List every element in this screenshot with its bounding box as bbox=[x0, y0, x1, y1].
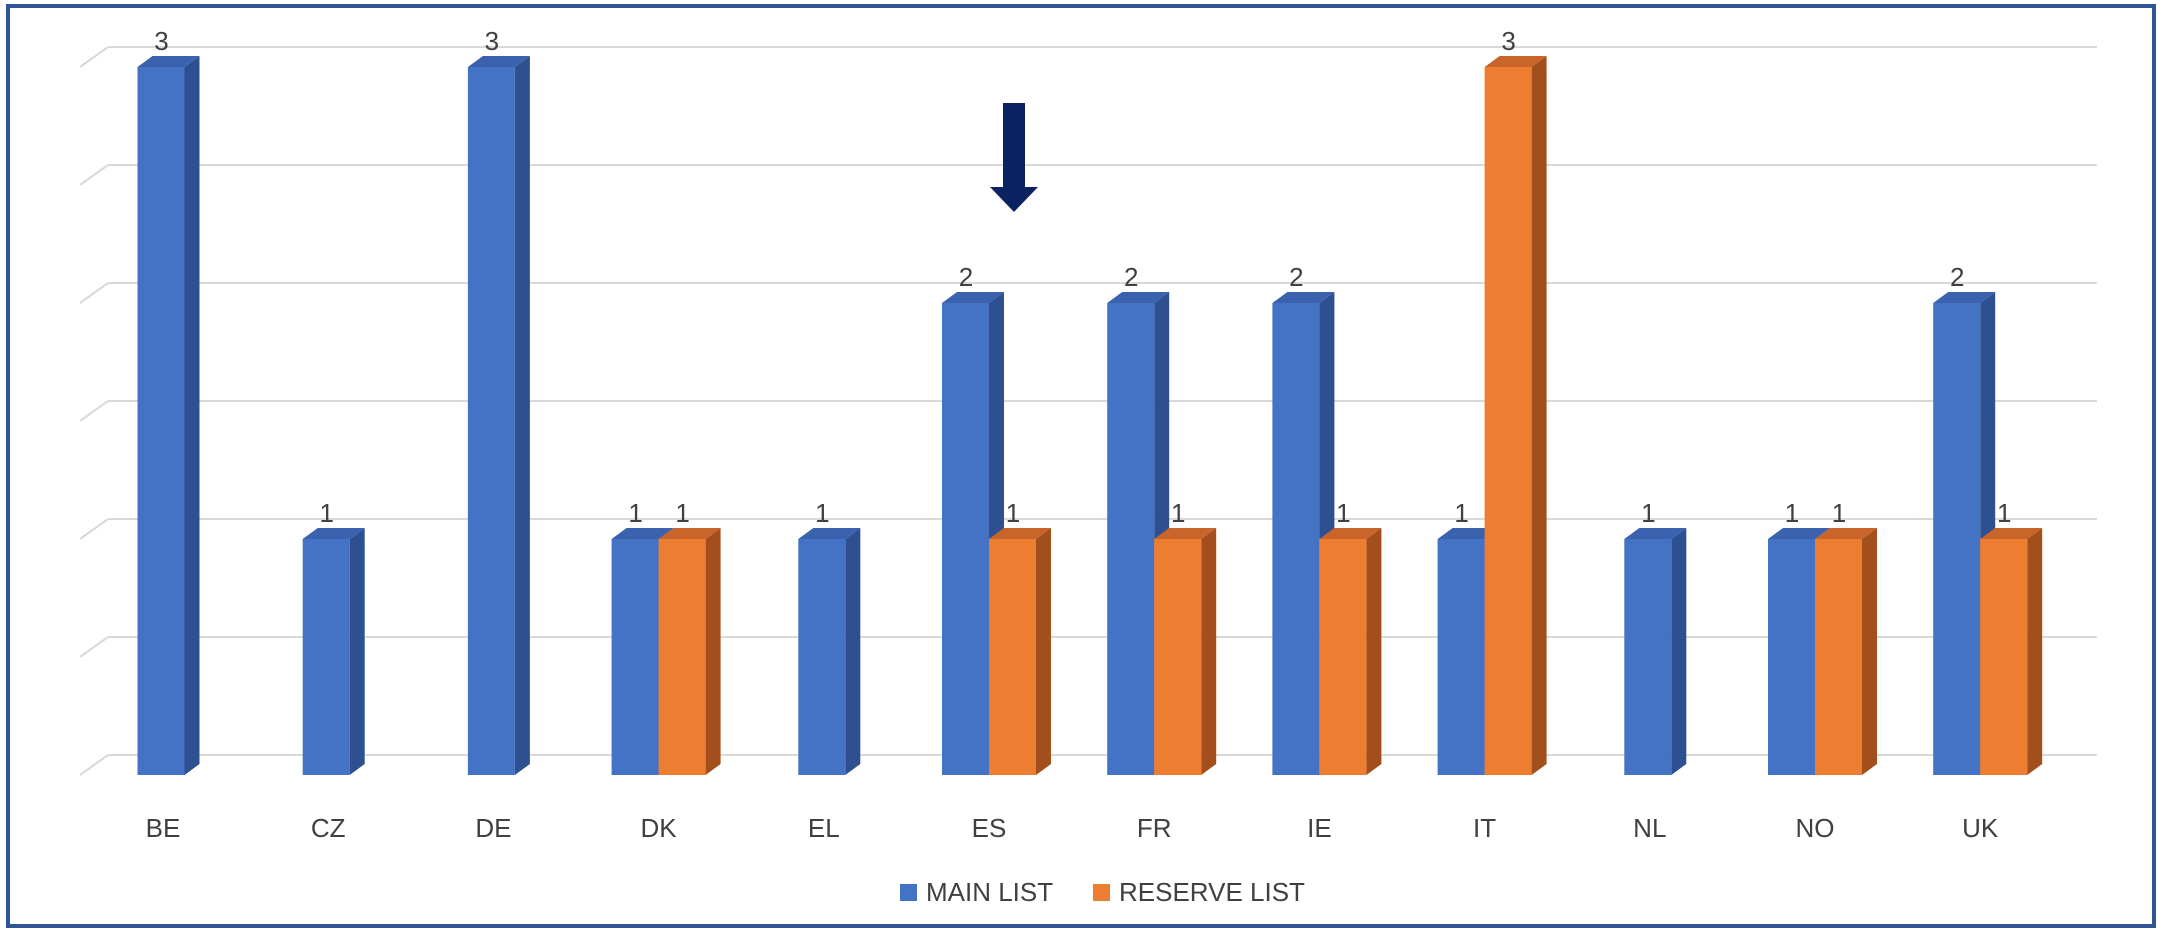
bar-main-list bbox=[467, 56, 530, 775]
data-label: 1 bbox=[815, 498, 829, 528]
down-arrow-icon bbox=[990, 103, 1038, 212]
data-label: 1 bbox=[1997, 498, 2011, 528]
bar-main-list bbox=[1933, 292, 1996, 775]
data-label: 1 bbox=[675, 498, 689, 528]
x-tick-label: FR bbox=[1137, 813, 1172, 843]
data-label: 1 bbox=[1006, 498, 1020, 528]
data-label: 2 bbox=[1950, 262, 1964, 292]
data-label: 3 bbox=[485, 26, 499, 56]
x-tick-label: NL bbox=[1633, 813, 1666, 843]
x-tick-label: EL bbox=[808, 813, 840, 843]
x-tick-label: IT bbox=[1473, 813, 1496, 843]
gridline bbox=[79, 46, 109, 68]
bar-reserve-list bbox=[1980, 528, 2043, 775]
bar-main-list bbox=[798, 528, 861, 775]
data-label: 1 bbox=[1832, 498, 1846, 528]
data-label: 1 bbox=[628, 498, 642, 528]
x-tick-label: DK bbox=[641, 813, 678, 843]
data-label: 1 bbox=[1454, 498, 1468, 528]
data-label: 2 bbox=[1124, 262, 1138, 292]
x-tick-label: CZ bbox=[311, 813, 346, 843]
legend-label-main-list: MAIN LIST bbox=[926, 877, 1053, 907]
gridline bbox=[79, 754, 109, 776]
x-tick-label: ES bbox=[972, 813, 1007, 843]
x-tick-label: DE bbox=[475, 813, 511, 843]
bar-main-list bbox=[942, 292, 1004, 775]
legend-swatch-main-list bbox=[900, 884, 917, 901]
bar-main-list bbox=[137, 56, 200, 775]
legend: MAIN LIST RESERVE LIST bbox=[900, 877, 1305, 907]
data-label: 3 bbox=[154, 26, 168, 56]
data-label: 1 bbox=[1785, 498, 1799, 528]
gridline bbox=[79, 636, 109, 658]
gridlines bbox=[79, 46, 2097, 776]
legend-label-reserve-list: RESERVE LIST bbox=[1119, 877, 1305, 907]
bar-reserve-list bbox=[1154, 528, 1217, 775]
bar-reserve-list bbox=[1484, 56, 1547, 775]
data-label: 2 bbox=[1289, 262, 1303, 292]
bar-reserve-list bbox=[1319, 528, 1382, 775]
bar-main-list bbox=[1624, 528, 1687, 775]
bar-reserve-list bbox=[989, 528, 1051, 775]
x-tick-label: UK bbox=[1962, 813, 1999, 843]
x-tick-label: IE bbox=[1307, 813, 1332, 843]
gridline bbox=[79, 400, 109, 422]
gridline bbox=[79, 282, 109, 304]
gridline bbox=[79, 164, 109, 186]
bar-reserve-list bbox=[1815, 528, 1877, 775]
data-label: 1 bbox=[1336, 498, 1350, 528]
data-label: 2 bbox=[959, 262, 973, 292]
bar-main-list bbox=[302, 528, 365, 775]
data-label: 1 bbox=[1641, 498, 1655, 528]
bar-reserve-list bbox=[658, 528, 721, 775]
data-label: 1 bbox=[319, 498, 333, 528]
data-label: 3 bbox=[1501, 26, 1515, 56]
legend-swatch-reserve-list bbox=[1093, 884, 1110, 901]
gridline bbox=[79, 518, 109, 540]
x-tick-label: BE bbox=[146, 813, 181, 843]
data-label: 1 bbox=[1171, 498, 1185, 528]
x-tick-label: NO bbox=[1796, 813, 1835, 843]
